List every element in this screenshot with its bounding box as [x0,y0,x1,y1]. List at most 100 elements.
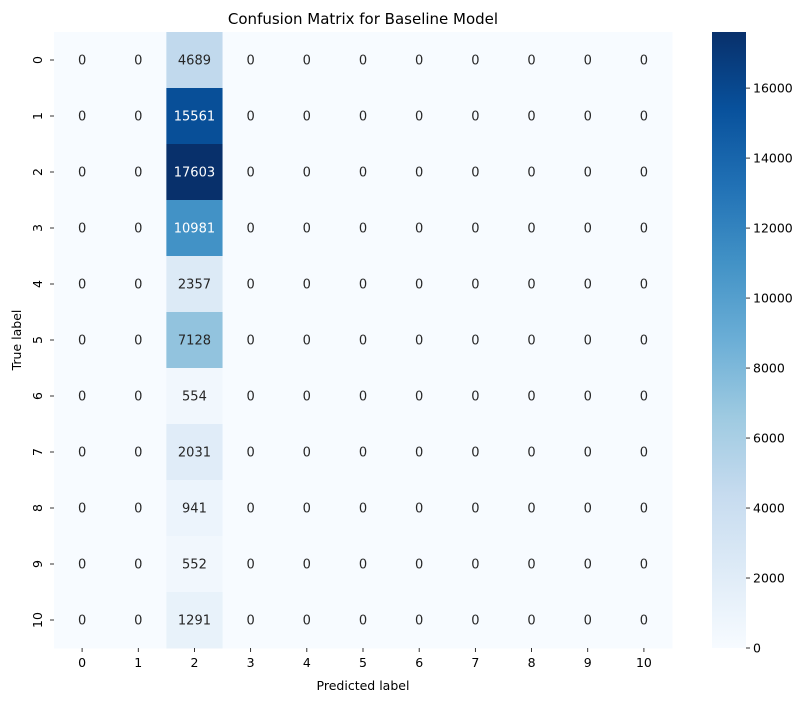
heatmap-cell [503,536,561,593]
cell-value-label: 0 [359,110,367,125]
heatmap-cell [503,312,561,369]
heatmap-cell [447,144,504,201]
cell-value-label: 0 [78,558,86,573]
heatmap-cell [54,592,111,649]
heatmap-cell [503,592,561,649]
cell-value-label: 0 [303,502,311,517]
cell-value-label: 0 [78,222,86,237]
heatmap-cell [334,480,392,537]
cell-value-label: 0 [471,502,479,517]
cell-value-label: 4689 [178,54,211,69]
cell-value-label: 0 [134,222,142,237]
cell-value-label: 0 [359,446,367,461]
heatmap-cell [166,480,224,537]
y-axis-ticks: 0 1 2 3 4 5 6 7 8 9 10 [30,56,54,628]
x-tick-label: 6 [415,655,423,670]
heatmap-cell [222,424,280,481]
cell-value-label: 0 [640,614,648,629]
cell-value-label: 0 [415,166,423,181]
heatmap-cell [447,592,504,649]
cell-value-label: 0 [134,166,142,181]
cell-value-label: 0 [359,166,367,181]
heatmap-cell [391,32,448,89]
heatmap-cell [54,312,111,369]
cell-value-label: 0 [246,110,254,125]
heatmap-cell [110,536,167,593]
chart-title: Confusion Matrix for Baseline Model [228,10,498,28]
cell-value-label: 0 [134,54,142,69]
cell-value-label: 0 [134,390,142,405]
cell-value-label: 0 [471,614,479,629]
cell-value-label: 0 [640,558,648,573]
heatmap-cell [54,256,111,313]
heatmap-cell [503,424,561,481]
heatmap-cell [222,88,280,145]
x-tick-label: 1 [134,655,142,670]
heatmap-cell [447,256,504,313]
heatmap-cell [559,368,617,425]
cell-value-label: 0 [246,166,254,181]
cell-value-label: 0 [246,502,254,517]
heatmap-cell [447,536,504,593]
cell-value-label: 0 [527,54,535,69]
cell-value-label: 554 [182,390,207,405]
heatmap-cell [391,256,448,313]
x-tick-label: 0 [78,655,86,670]
cell-value-label: 0 [246,558,254,573]
heatmap-cell [54,32,111,89]
cell-value-label: 0 [584,390,592,405]
cell-value-label: 0 [303,558,311,573]
heatmap-cell [278,200,336,257]
heatmap-cell [615,200,673,257]
heatmap-cell [278,592,336,649]
cell-value-label: 0 [415,334,423,349]
cell-value-label: 0 [134,502,142,517]
heatmap-cell [503,88,561,145]
cell-value-label: 2357 [178,278,211,293]
heatmap-cell [222,592,280,649]
heatmap-cell [54,144,111,201]
heatmap-cell [559,424,617,481]
heatmap-cell [110,88,167,145]
colorbar-tick-label: 10000 [753,291,793,306]
x-axis-label: Predicted label [317,678,410,693]
heatmap-cell [166,88,224,145]
heatmap-cell [447,424,504,481]
cell-value-label: 0 [303,390,311,405]
heatmap-cell [391,536,448,593]
y-tick-label: 5 [30,336,45,344]
heatmap-cell [334,88,392,145]
cell-value-label: 7128 [178,334,211,349]
y-tick-label: 9 [30,560,45,568]
colorbar-tick-label: 12000 [753,221,793,236]
heatmap-cell [110,424,167,481]
cell-value-label: 0 [134,278,142,293]
cell-value-label: 0 [415,54,423,69]
cell-value-label: 552 [182,558,207,573]
cell-value-label: 0 [134,334,142,349]
cell-value-label: 0 [584,110,592,125]
y-tick-label: 1 [30,112,45,120]
heatmap-cell [559,88,617,145]
heatmap-cell [166,32,224,89]
cell-value-label: 0 [359,390,367,405]
colorbar-tick-label: 6000 [753,431,785,446]
cell-value-label: 0 [246,390,254,405]
cell-value-label: 0 [471,54,479,69]
cell-value-label: 0 [471,390,479,405]
cell-value-label: 0 [359,334,367,349]
heatmap-cell [222,144,280,201]
heatmap-cell [559,536,617,593]
heatmap-cell [334,592,392,649]
cell-value-label: 0 [359,614,367,629]
y-tick-label: 2 [30,168,45,176]
heatmap-cell [110,480,167,537]
colorbar-tick-label: 0 [753,641,761,656]
heatmap-cell [447,32,504,89]
cell-value-label: 0 [359,222,367,237]
heatmap-cell [391,368,448,425]
heatmap-cell [110,312,167,369]
heatmap-cell [278,88,336,145]
heatmap-cell [166,592,224,649]
